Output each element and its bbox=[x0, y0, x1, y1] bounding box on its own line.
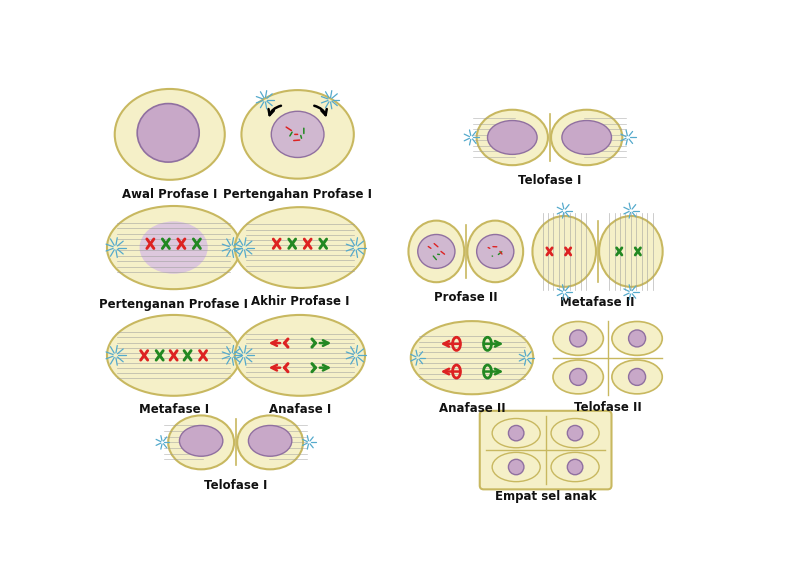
Ellipse shape bbox=[562, 120, 611, 154]
Ellipse shape bbox=[551, 452, 599, 482]
Text: Anafase II: Anafase II bbox=[438, 402, 506, 415]
Ellipse shape bbox=[553, 321, 603, 356]
Circle shape bbox=[570, 330, 586, 347]
Ellipse shape bbox=[242, 90, 354, 179]
Ellipse shape bbox=[533, 216, 596, 287]
Ellipse shape bbox=[492, 452, 540, 482]
Ellipse shape bbox=[409, 220, 464, 282]
Ellipse shape bbox=[179, 425, 223, 456]
Circle shape bbox=[570, 369, 586, 386]
Text: Metafase II: Metafase II bbox=[560, 296, 635, 309]
Ellipse shape bbox=[551, 419, 599, 448]
Circle shape bbox=[567, 425, 583, 441]
Ellipse shape bbox=[235, 315, 365, 396]
Text: Awal Profase I: Awal Profase I bbox=[122, 188, 218, 201]
Circle shape bbox=[629, 330, 646, 347]
Text: Profase II: Profase II bbox=[434, 291, 498, 304]
Ellipse shape bbox=[410, 321, 534, 394]
Circle shape bbox=[509, 425, 524, 441]
Circle shape bbox=[567, 460, 583, 475]
Circle shape bbox=[509, 460, 524, 475]
Ellipse shape bbox=[237, 415, 303, 469]
Ellipse shape bbox=[599, 216, 662, 287]
Text: Empat sel anak: Empat sel anak bbox=[495, 490, 596, 503]
Ellipse shape bbox=[477, 235, 514, 268]
Ellipse shape bbox=[612, 360, 662, 394]
Ellipse shape bbox=[551, 110, 622, 165]
Ellipse shape bbox=[114, 89, 225, 180]
Ellipse shape bbox=[107, 206, 240, 289]
Ellipse shape bbox=[168, 415, 234, 469]
Ellipse shape bbox=[492, 419, 540, 448]
Ellipse shape bbox=[271, 111, 324, 157]
Text: Akhir Profase I: Akhir Profase I bbox=[250, 295, 350, 308]
Text: Pertengahan Profase I: Pertengahan Profase I bbox=[223, 188, 372, 201]
Text: Metafase I: Metafase I bbox=[138, 403, 209, 416]
Text: Telofase I: Telofase I bbox=[518, 174, 581, 187]
Ellipse shape bbox=[107, 315, 240, 396]
Ellipse shape bbox=[467, 220, 523, 282]
Ellipse shape bbox=[418, 235, 455, 268]
Text: Anafase I: Anafase I bbox=[269, 403, 331, 416]
Ellipse shape bbox=[553, 360, 603, 394]
Ellipse shape bbox=[139, 222, 208, 274]
Ellipse shape bbox=[477, 110, 548, 165]
Ellipse shape bbox=[138, 103, 199, 162]
Ellipse shape bbox=[612, 321, 662, 356]
Ellipse shape bbox=[249, 425, 292, 456]
Text: Telofase II: Telofase II bbox=[574, 401, 642, 414]
Text: Telofase I: Telofase I bbox=[204, 479, 267, 492]
FancyBboxPatch shape bbox=[480, 411, 611, 490]
Text: Pertenganan Profase I: Pertenganan Profase I bbox=[99, 298, 248, 311]
Ellipse shape bbox=[487, 120, 537, 154]
Ellipse shape bbox=[235, 207, 365, 288]
Circle shape bbox=[629, 369, 646, 386]
